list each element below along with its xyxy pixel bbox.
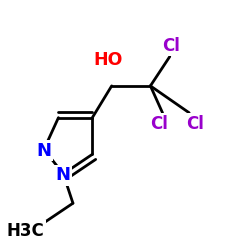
Text: Cl: Cl: [150, 115, 168, 133]
Text: H3C: H3C: [7, 222, 45, 240]
Text: N: N: [56, 166, 71, 184]
Text: Cl: Cl: [186, 115, 204, 133]
Text: N: N: [36, 142, 52, 160]
Text: HO: HO: [93, 51, 123, 69]
Text: Cl: Cl: [162, 36, 180, 54]
